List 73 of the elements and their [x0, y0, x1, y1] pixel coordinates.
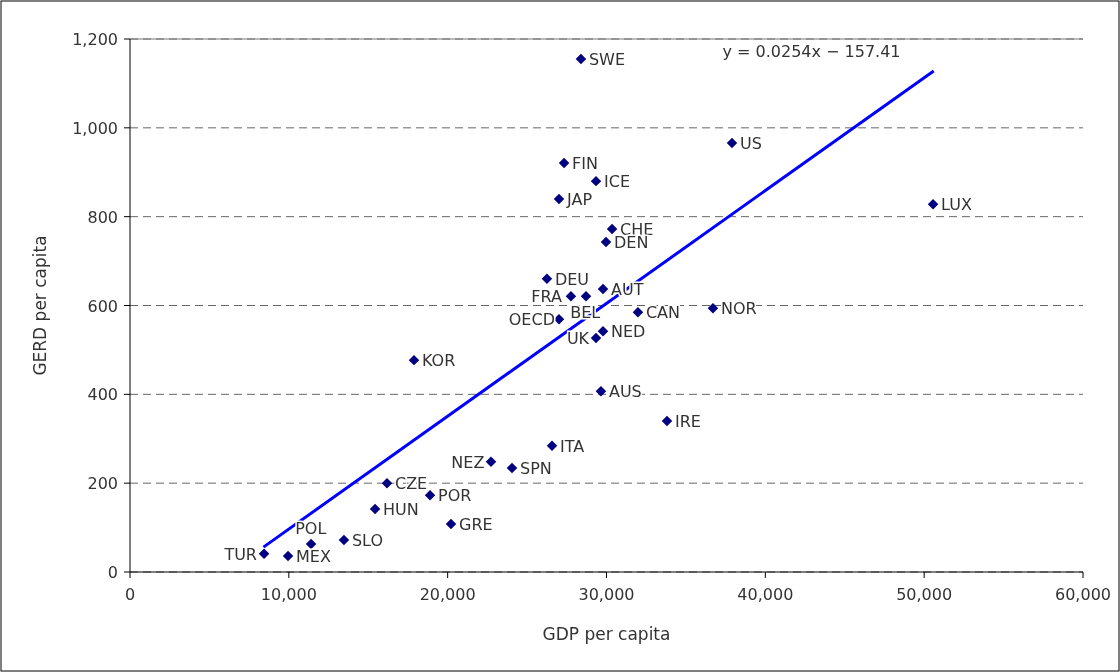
- point: [707, 302, 719, 314]
- x-tick-label: 20,000: [419, 585, 476, 604]
- annotation: MEX: [296, 547, 331, 567]
- y-tick-label: 800: [87, 207, 118, 227]
- annotation: JAP: [566, 189, 593, 209]
- point: [424, 489, 436, 501]
- point: [580, 290, 592, 302]
- annotation: DEU: [554, 269, 590, 289]
- point: [575, 53, 587, 65]
- y-tick-label: 1,000: [72, 118, 118, 138]
- point: [590, 175, 602, 187]
- annotation: FIN: [572, 153, 598, 173]
- y-tick-label: 1,200: [72, 30, 118, 49]
- point: [381, 477, 393, 489]
- y-axis-title: GERD per capita: [30, 235, 50, 376]
- point: [606, 223, 618, 235]
- point: [597, 326, 609, 337]
- point: [305, 538, 317, 550]
- annotation: LUX: [941, 195, 972, 215]
- annotation: OECD: [508, 310, 555, 330]
- y-tick-label: 200: [87, 474, 118, 494]
- y-tick-label: 400: [87, 385, 118, 405]
- annotation: NED: [611, 322, 646, 342]
- annotation: NEZ: [451, 452, 485, 472]
- x-axis-title: GDP per capita: [542, 624, 671, 644]
- point: [553, 193, 565, 205]
- point: [661, 415, 673, 427]
- annotation: HUN: [383, 499, 419, 519]
- annotation: KOR: [421, 351, 456, 371]
- x-tick-label: 0: [124, 585, 136, 604]
- annotation: SWE: [588, 49, 626, 69]
- annotation: CZE: [394, 474, 428, 494]
- point: [632, 306, 644, 318]
- annotation: ICE: [604, 172, 631, 192]
- annotation: UK: [566, 328, 590, 348]
- point: [541, 273, 553, 285]
- point: [338, 534, 350, 546]
- point: [258, 548, 270, 560]
- point: [558, 157, 570, 169]
- annotation: POL: [295, 519, 327, 539]
- point: [408, 354, 420, 366]
- annotation: GRE: [459, 515, 493, 535]
- x-tick-label: 40,000: [737, 585, 794, 604]
- y-tick-label: 600: [87, 296, 118, 316]
- x-tick-label: 50,000: [896, 585, 953, 604]
- x-tick-label: 30,000: [578, 585, 635, 604]
- annotation: y = 0.0254x − 157.41: [722, 41, 901, 61]
- point: [445, 518, 457, 530]
- point: [546, 440, 558, 452]
- annotation: SLO: [351, 531, 384, 551]
- point: [590, 332, 602, 344]
- point: [726, 137, 738, 149]
- annotation: IRE: [675, 411, 701, 431]
- point: [506, 462, 518, 474]
- point: [369, 503, 381, 515]
- y-tick-label: 0: [107, 563, 118, 582]
- point: [600, 236, 612, 248]
- annotation: SPN: [519, 459, 552, 479]
- annotation: ITA: [560, 436, 585, 456]
- point: [595, 385, 607, 397]
- x-tick-label: 10,000: [260, 585, 317, 604]
- annotation: TUR: [223, 544, 257, 564]
- annotation: FRA: [531, 287, 562, 307]
- point: [282, 550, 294, 562]
- point: [927, 198, 939, 210]
- point: [597, 283, 609, 295]
- annotation: POR: [438, 486, 472, 506]
- annotation: US: [739, 133, 762, 153]
- point: [485, 456, 497, 468]
- annotation: CAN: [645, 303, 681, 323]
- point: [565, 290, 577, 302]
- x-tick-label: 60,000: [1055, 585, 1111, 604]
- annotation: NOR: [720, 299, 757, 319]
